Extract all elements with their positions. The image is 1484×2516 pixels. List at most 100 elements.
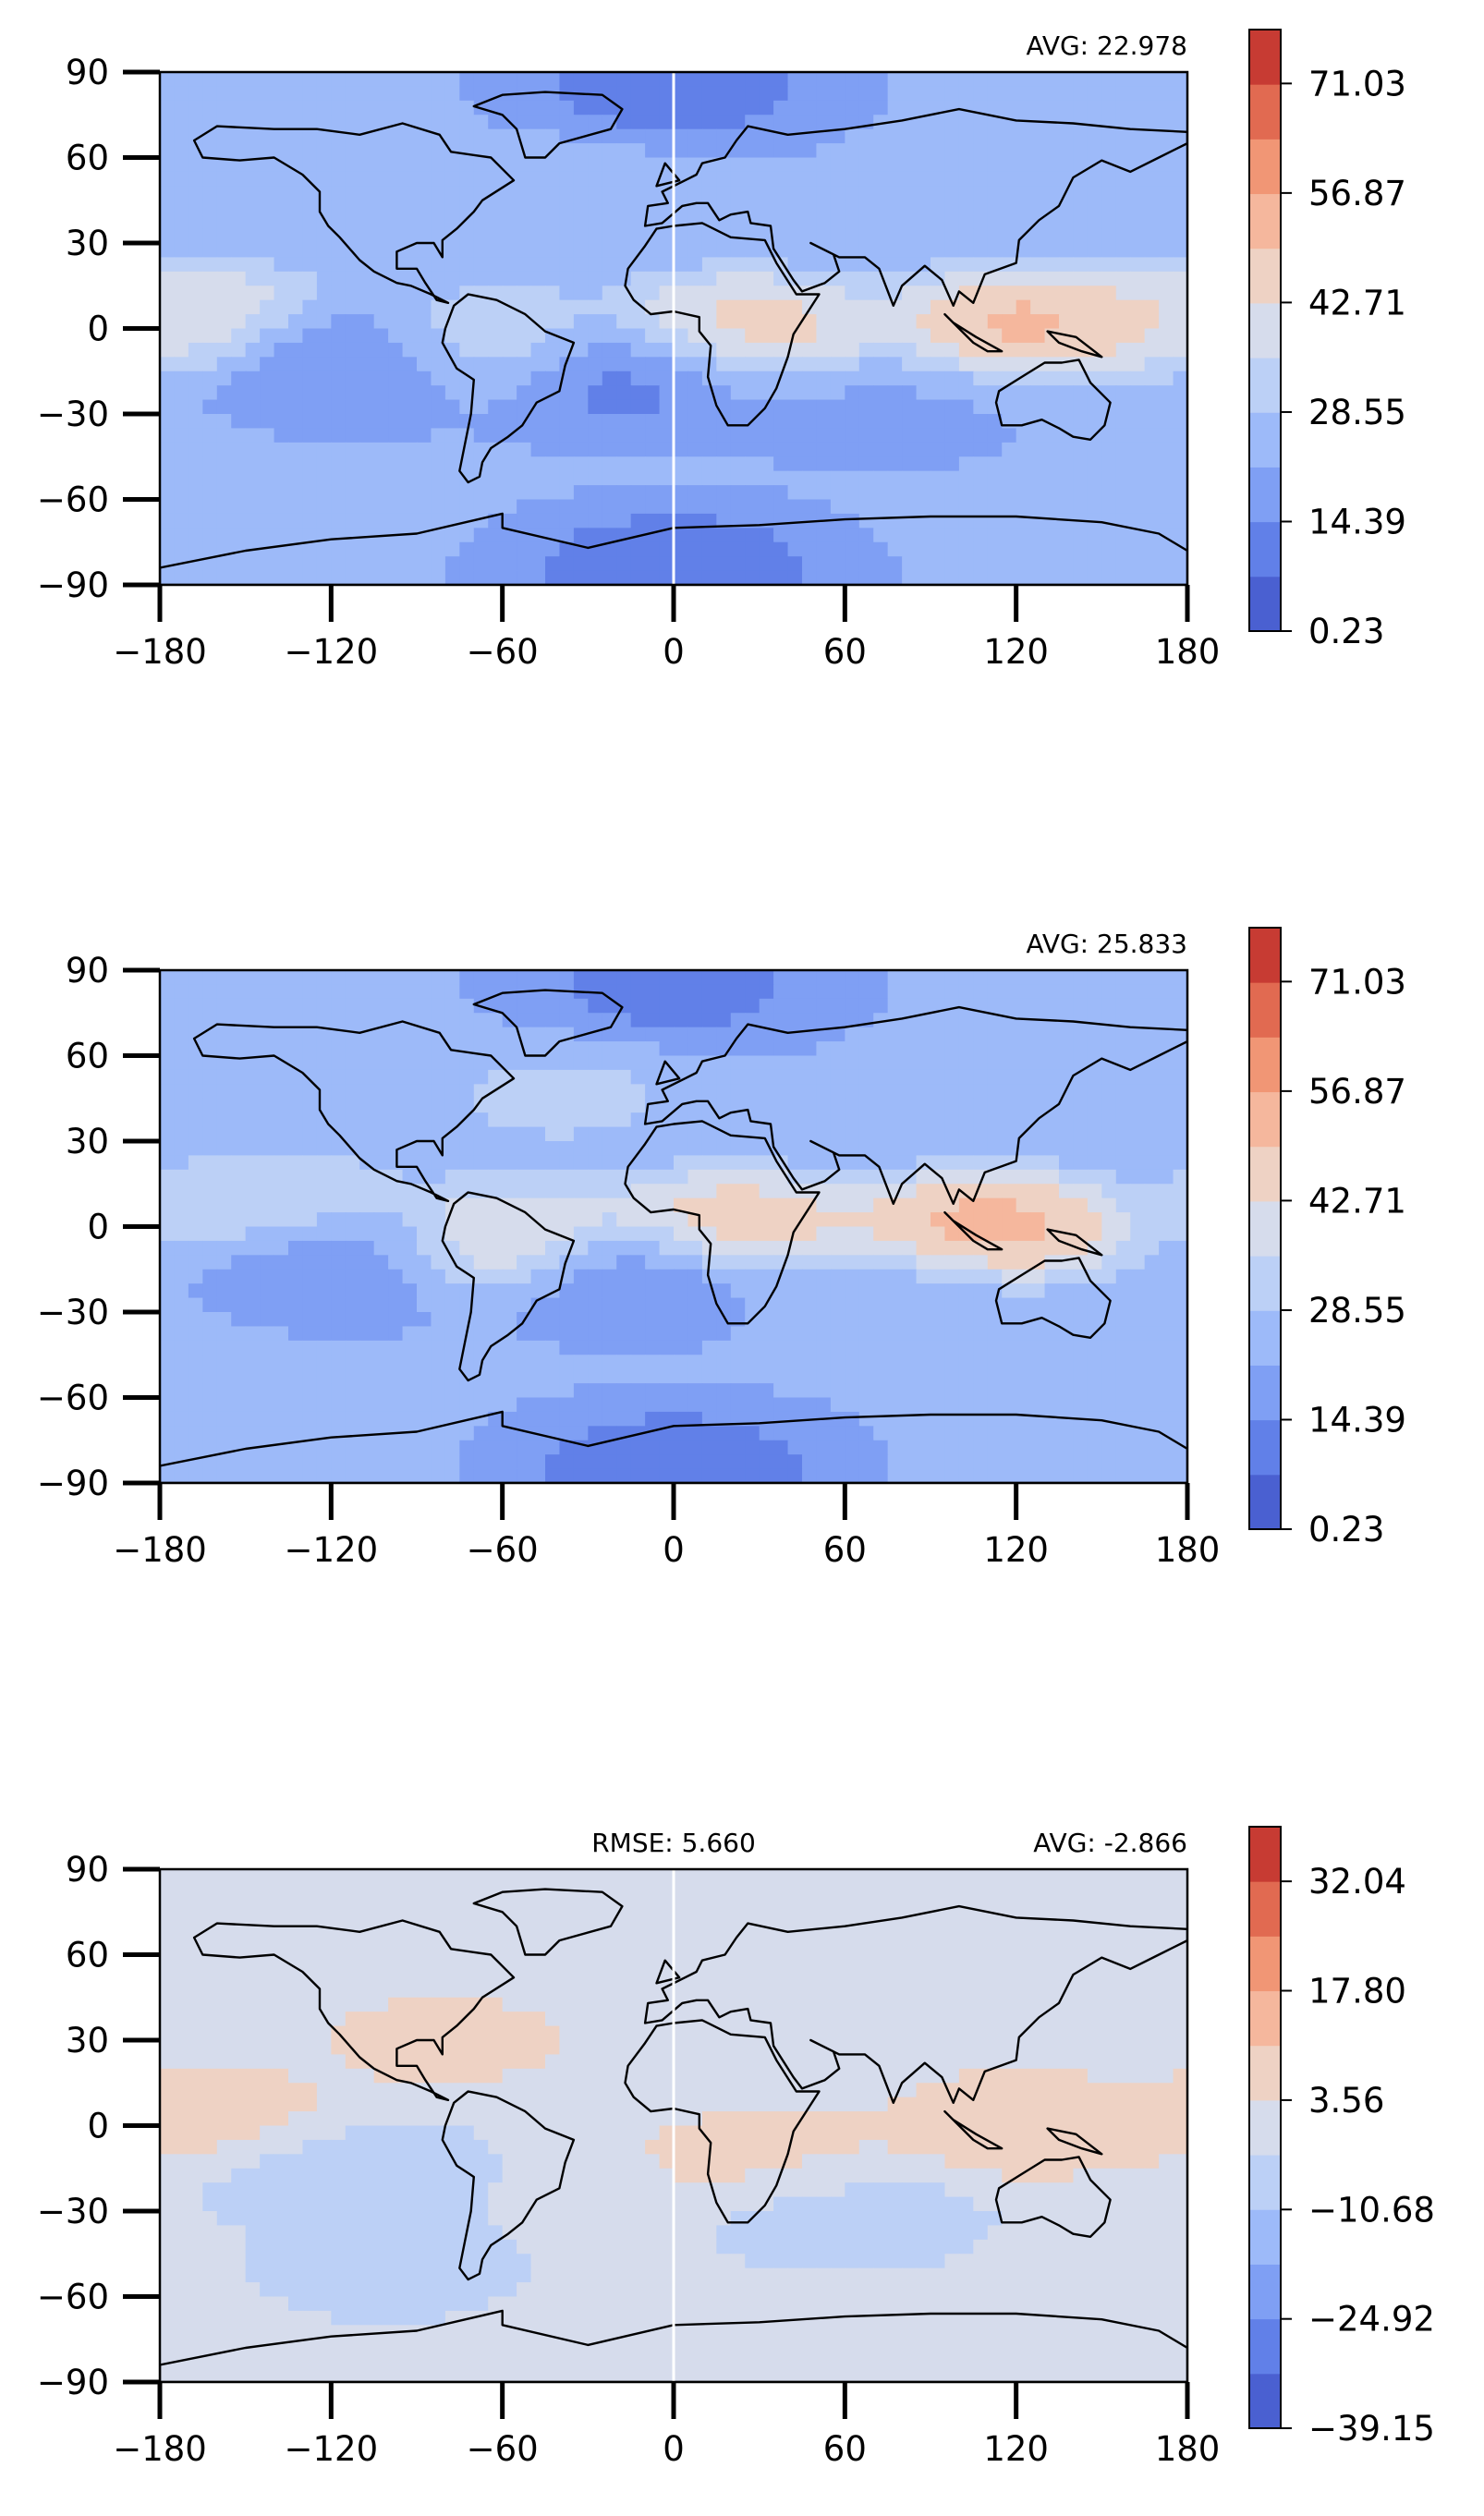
field-cell	[1016, 214, 1031, 230]
field-cell	[202, 1226, 218, 1242]
field-cell	[931, 371, 946, 386]
field-cell	[759, 257, 774, 273]
field-cell	[459, 998, 475, 1014]
field-cell	[431, 157, 446, 173]
field-cell	[716, 171, 732, 187]
field-cell	[1087, 399, 1102, 415]
field-cell	[402, 1169, 418, 1185]
field-cell	[473, 271, 489, 286]
field-cell	[645, 485, 661, 501]
field-cell	[1002, 970, 1017, 986]
field-cell	[1002, 1240, 1017, 1256]
field-cell	[373, 342, 389, 358]
field-cell	[260, 499, 275, 515]
field-cell	[931, 1055, 946, 1071]
field-cell	[188, 970, 203, 986]
field-cell	[701, 1368, 717, 1384]
field-cell	[659, 1212, 675, 1228]
field-cell	[431, 115, 446, 130]
field-cell	[231, 86, 247, 102]
field-cell	[502, 541, 517, 557]
field-cell	[773, 1041, 789, 1057]
field-cell	[288, 984, 304, 1000]
field-cell	[845, 1013, 860, 1028]
field-cell	[388, 1041, 404, 1057]
field-cell	[1144, 128, 1160, 144]
field-cell	[417, 214, 432, 230]
field-cell	[674, 357, 689, 372]
field-cell	[1115, 499, 1131, 515]
field-cell	[174, 1055, 189, 1071]
field-cell	[1087, 1255, 1102, 1270]
field-cell	[245, 428, 261, 444]
field-cell	[231, 72, 247, 88]
field-cell	[659, 357, 675, 372]
field-cell	[659, 1226, 675, 1242]
field-cell	[858, 1283, 874, 1299]
field-cell	[931, 984, 946, 1000]
field-cell	[858, 143, 874, 159]
field-cell	[787, 128, 803, 144]
field-cell	[188, 570, 203, 585]
field-cell	[816, 1055, 832, 1071]
field-cell	[701, 1155, 717, 1171]
field-cell	[160, 286, 176, 301]
field-cell	[787, 1368, 803, 1384]
field-cell	[873, 143, 889, 159]
field-cell	[973, 357, 989, 372]
field-cell	[845, 1126, 860, 1142]
field-cell	[1130, 342, 1146, 358]
field-cell	[288, 385, 304, 401]
field-cell	[730, 228, 746, 244]
field-cell	[1173, 470, 1187, 486]
field-cell	[987, 528, 1003, 543]
field-cell	[231, 1269, 247, 1284]
field-cell	[730, 171, 746, 187]
field-cell	[916, 314, 931, 330]
field-cell	[602, 72, 617, 88]
field-cell	[444, 1226, 460, 1242]
field-cell	[1115, 1126, 1131, 1142]
field-cell	[759, 1141, 774, 1157]
field-cell	[701, 1069, 717, 1085]
field-cell	[459, 556, 475, 572]
field-cell	[260, 1126, 275, 1142]
field-cell	[1087, 86, 1102, 102]
field-cell	[773, 556, 789, 572]
field-cell	[388, 1269, 404, 1284]
field-cell	[402, 128, 418, 144]
field-cell	[645, 456, 661, 472]
field-cell	[816, 143, 832, 159]
field-cell	[530, 1055, 546, 1071]
field-cell	[787, 485, 803, 501]
field-cell	[174, 1312, 189, 1328]
field-cell	[488, 456, 504, 472]
field-cell	[288, 286, 304, 301]
field-cell	[402, 1411, 418, 1427]
field-cell	[545, 115, 561, 130]
field-cell	[745, 271, 760, 286]
field-cell	[745, 399, 760, 415]
field-cell	[331, 171, 347, 187]
field-cell	[431, 1355, 446, 1370]
field-cell	[316, 428, 332, 444]
field-cell	[488, 342, 504, 358]
field-cell	[559, 1326, 575, 1342]
field-cell	[987, 1184, 1003, 1199]
field-cell	[987, 1283, 1003, 1299]
field-cell	[373, 1013, 389, 1028]
field-cell	[431, 371, 446, 386]
field-cell	[973, 186, 989, 201]
field-cell	[944, 1055, 960, 1071]
field-cell	[459, 1013, 475, 1028]
field-cell	[402, 214, 418, 230]
field-cell	[245, 1169, 261, 1185]
field-cell	[830, 570, 845, 585]
field-cell	[973, 286, 989, 301]
field-cell	[202, 228, 218, 244]
field-cell	[1030, 1269, 1046, 1284]
field-cell	[274, 1255, 289, 1270]
field-cell	[488, 984, 504, 1000]
field-cell	[388, 72, 404, 88]
field-cell	[630, 357, 646, 372]
